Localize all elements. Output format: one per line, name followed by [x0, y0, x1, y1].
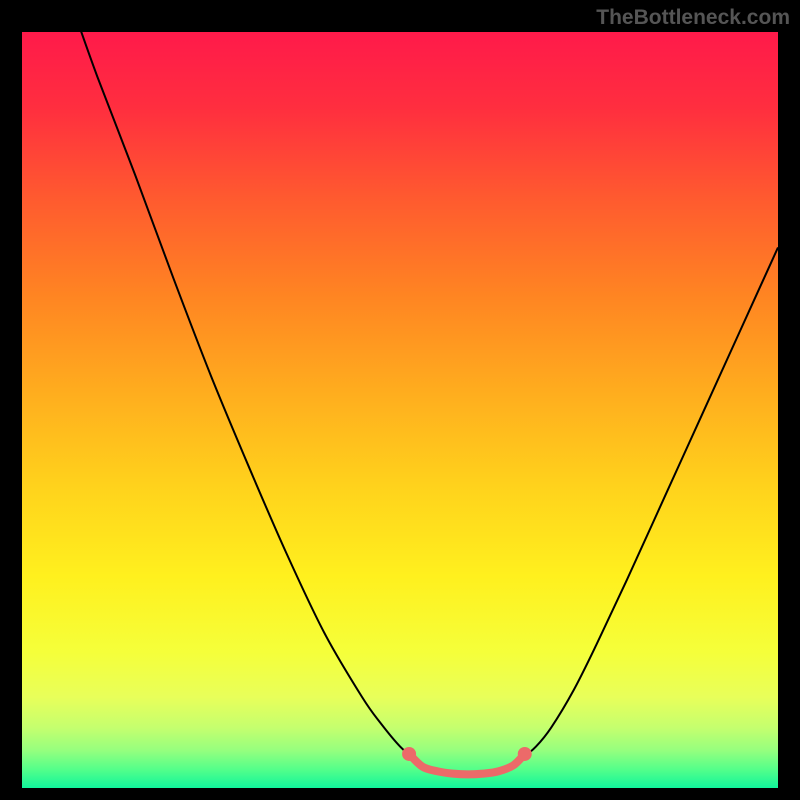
- plot-area: [22, 32, 778, 788]
- optimal-range-trace: [409, 754, 525, 774]
- watermark-text: TheBottleneck.com: [596, 6, 790, 30]
- chart-container: TheBottleneck.com: [0, 0, 800, 800]
- optimal-range-start-marker: [402, 747, 416, 761]
- chart-curve-layer: [22, 32, 778, 788]
- bottleneck-curve: [73, 32, 778, 774]
- optimal-range-end-marker: [518, 747, 532, 761]
